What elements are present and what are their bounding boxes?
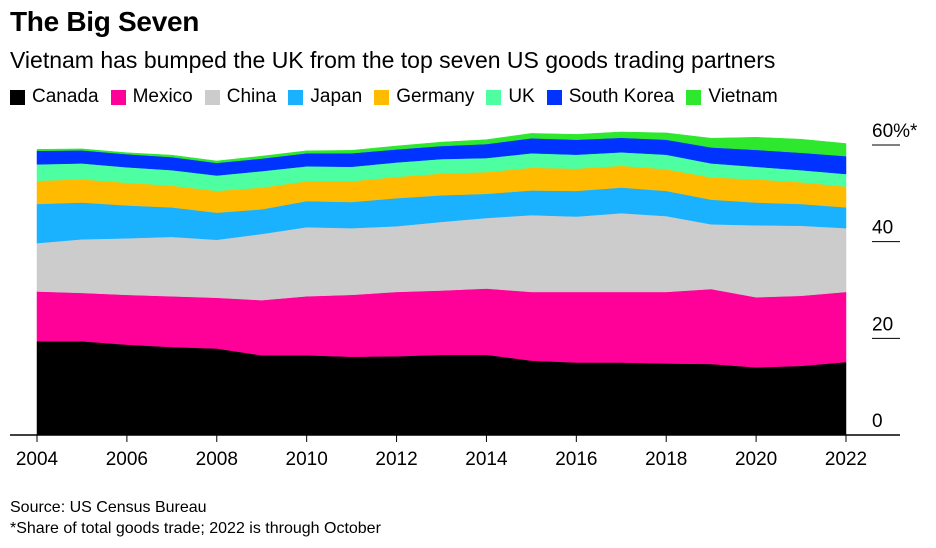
x-axis: 2004 2006 2008 2010 2012 2014 2016 2018 2020 2022 <box>10 434 900 470</box>
area-layers <box>36 131 847 436</box>
legend-item-vietnam: Vietnam <box>686 86 778 108</box>
legend-swatch-mexico <box>110 89 126 105</box>
legend-label-germany: Germany <box>396 86 475 107</box>
x-tick-label-2010: 2010 <box>286 449 328 470</box>
legend-item-canada: Canada <box>10 86 99 108</box>
source-note: Source: US Census Bureau <box>10 499 207 516</box>
y-tick-label-40: 40 <box>872 218 893 239</box>
legend-item-germany: Germany <box>374 86 474 108</box>
legend-label-uk: UK <box>508 86 535 107</box>
area-vietnam <box>36 131 847 164</box>
x-tick-label-2018: 2018 <box>645 449 687 470</box>
legend-item-uk: UK <box>486 86 535 108</box>
legend-swatch-china <box>204 89 220 105</box>
x-tick-label-2014: 2014 <box>465 449 508 470</box>
y-tick-label-0: 0 <box>872 411 883 432</box>
y-tick-label-60: 60%* <box>872 121 918 142</box>
x-tick-label-2022: 2022 <box>825 449 867 470</box>
legend-swatch-south-korea <box>546 89 562 105</box>
legend-swatch-vietnam <box>686 89 702 105</box>
x-tick-label-2012: 2012 <box>375 449 417 470</box>
legend-item-south-korea: South Korea <box>546 86 675 108</box>
legend-swatch-canada <box>10 89 25 105</box>
legend-label-vietnam: Vietnam <box>708 86 778 107</box>
x-tick-label-2020: 2020 <box>735 449 777 470</box>
y-tick-label-20: 20 <box>872 314 893 335</box>
legend-swatch-japan <box>288 89 304 105</box>
legend-label-japan: Japan <box>310 86 363 107</box>
legend-label-china: China <box>226 86 277 107</box>
x-tick-label-2004: 2004 <box>16 449 59 470</box>
legend-item-mexico: Mexico <box>110 86 193 108</box>
legend-label-mexico: Mexico <box>132 86 193 107</box>
x-tick-label-2008: 2008 <box>196 449 238 470</box>
y-gridlines <box>872 144 900 339</box>
legend-label-canada: Canada <box>32 86 99 107</box>
legend-item-japan: Japan <box>288 86 362 108</box>
legend-label-south-korea: South Korea <box>568 86 675 107</box>
footnote: *Share of total goods trade; 2022 is thr… <box>10 520 381 537</box>
chart-title: The Big Seven <box>10 6 200 37</box>
chart-subtitle: Vietnam has bumped the UK from the top s… <box>10 47 776 73</box>
x-tick-label-2016: 2016 <box>555 449 597 470</box>
y-axis-labels: 0 20 40 60%* <box>872 121 918 432</box>
chart-legend: Canada Mexico China Japan Germany UK Sou… <box>10 86 790 108</box>
legend-item-china: China <box>204 86 277 108</box>
legend-swatch-uk <box>486 89 502 105</box>
x-tick-label-2006: 2006 <box>106 449 148 470</box>
legend-swatch-germany <box>374 89 390 105</box>
